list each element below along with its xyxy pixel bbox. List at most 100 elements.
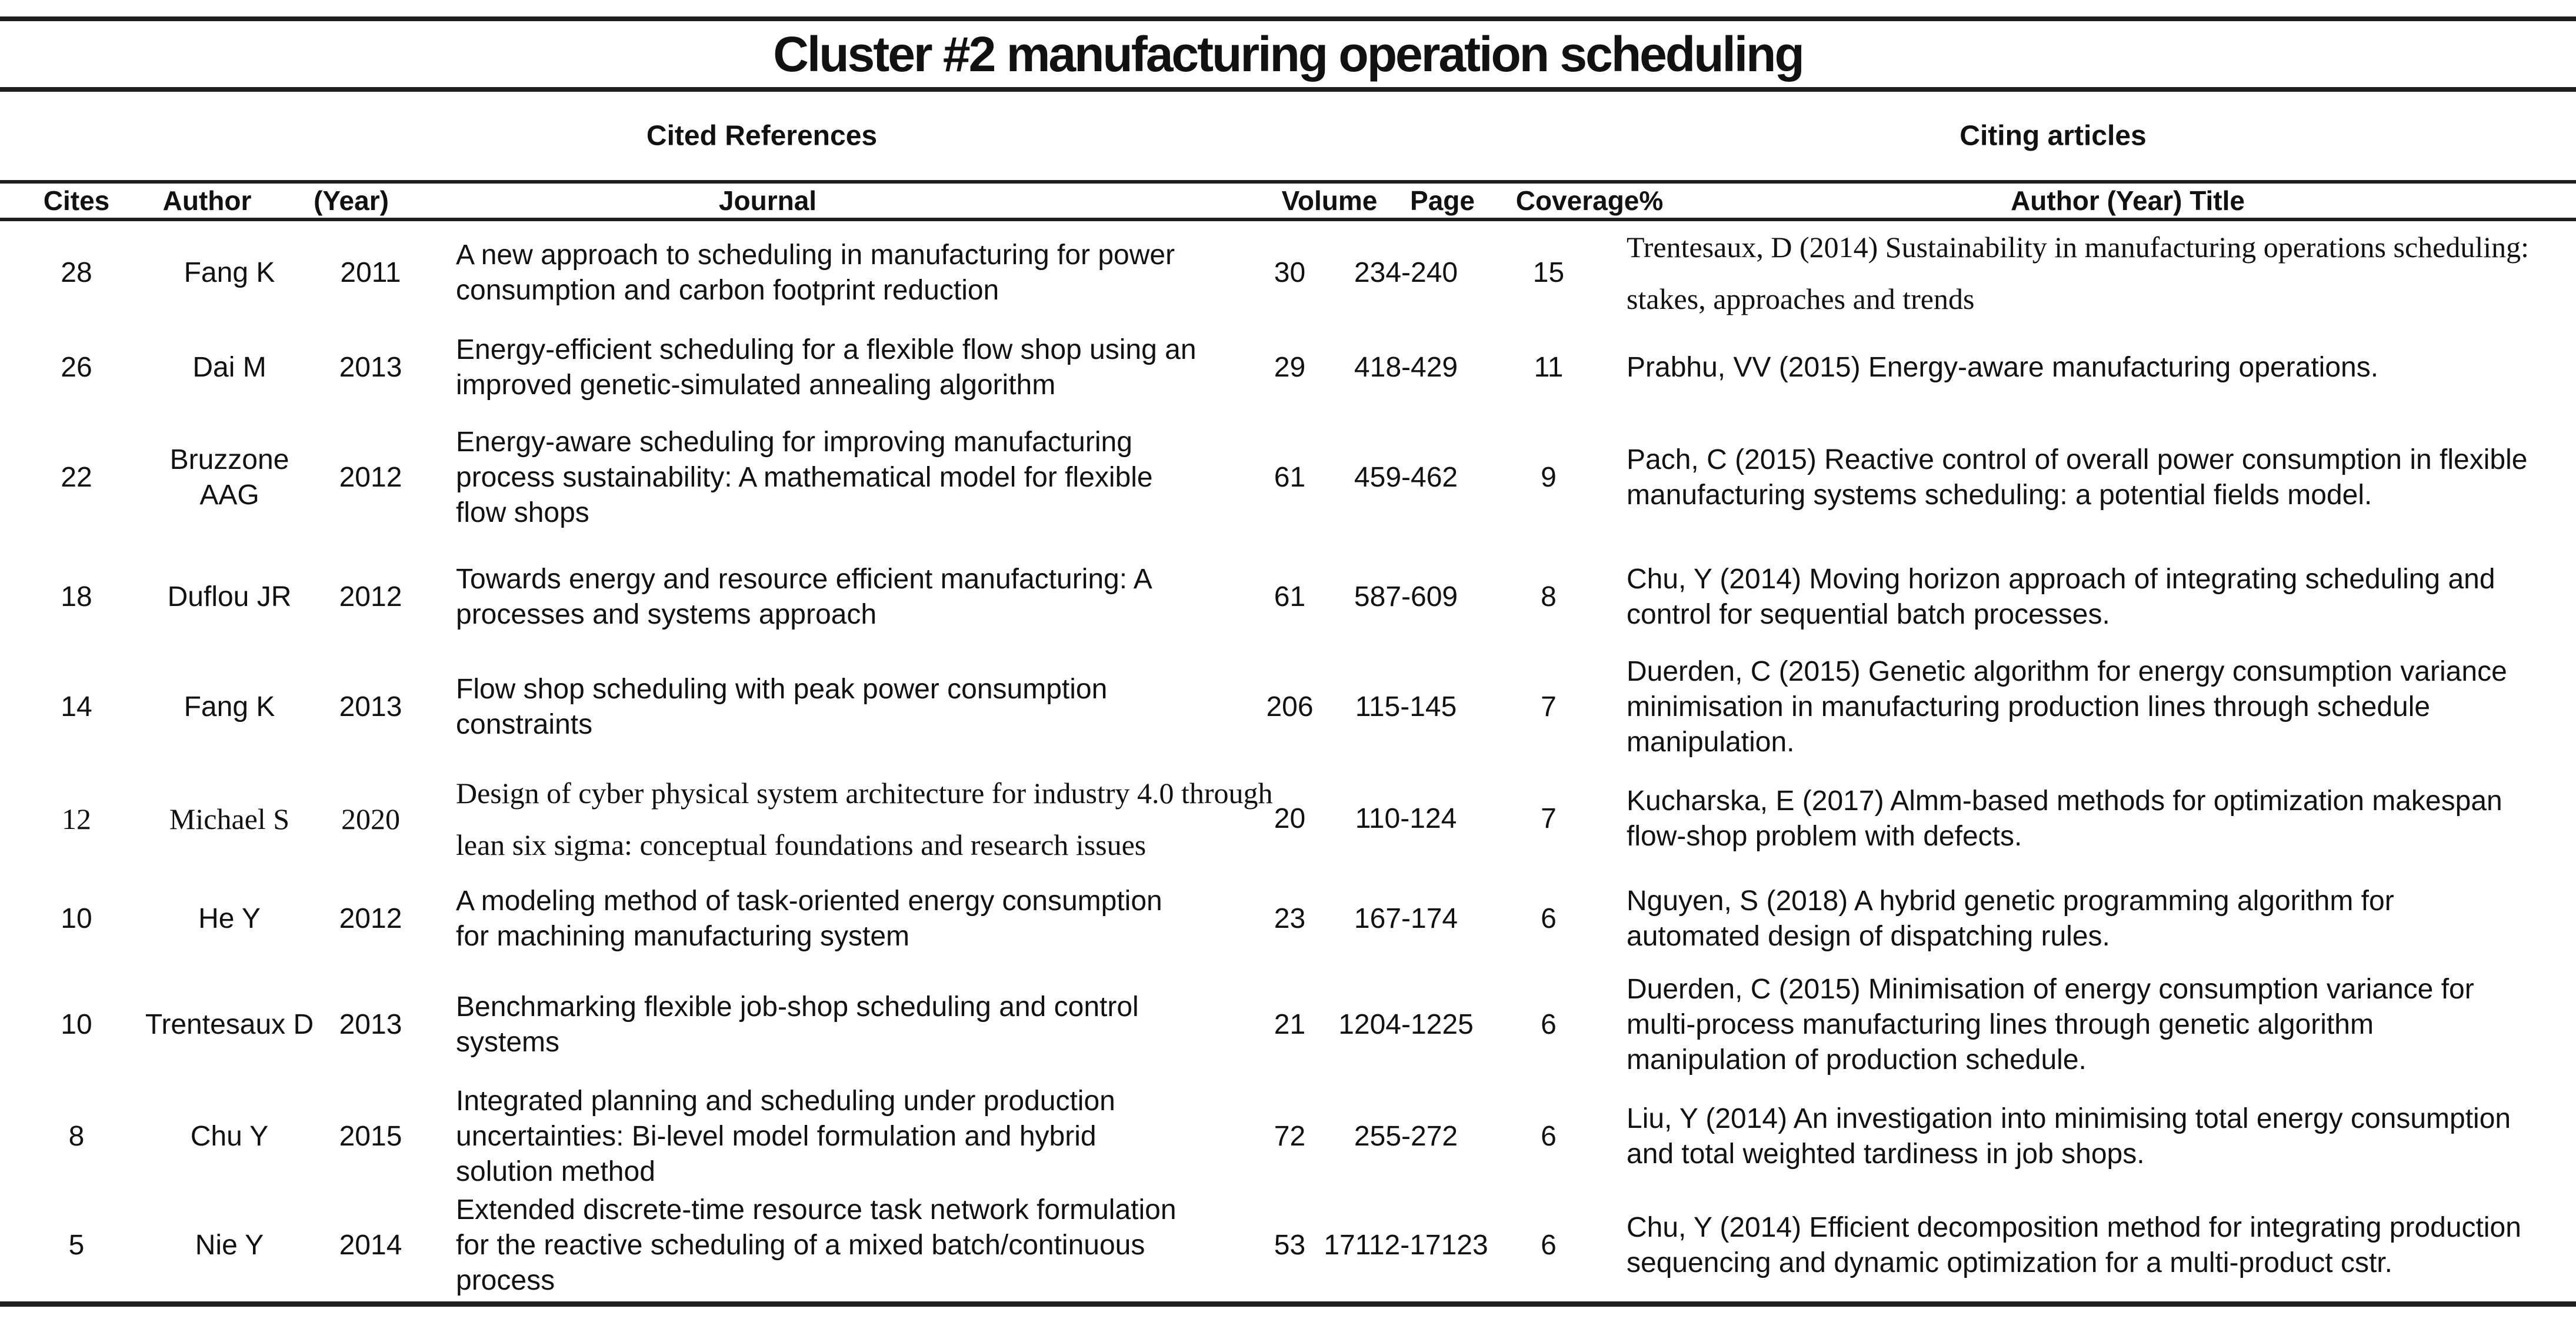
cell-cites: 14 bbox=[61, 691, 92, 722]
cell-coverage: 11 bbox=[1534, 351, 1564, 383]
cell-citing-article: Pach, C (2015) Reactive control of overa… bbox=[1627, 444, 2528, 511]
cell-coverage: 6 bbox=[1541, 1009, 1557, 1040]
cell-journal: Energy-aware scheduling for improving ma… bbox=[456, 427, 1153, 528]
cell-year: 2012 bbox=[339, 462, 402, 493]
column-header-year: (Year) bbox=[314, 185, 389, 216]
cell-author: Nie Y bbox=[195, 1230, 264, 1261]
cell-volume: 21 bbox=[1274, 1009, 1306, 1040]
table-row: 26 Dai M 2013 Energy-efficient schedulin… bbox=[0, 325, 2576, 410]
cell-citing-article: Duerden, C (2015) Minimisation of energy… bbox=[1627, 974, 2474, 1075]
cell-page: 418-429 bbox=[1354, 351, 1458, 383]
cell-year: 2013 bbox=[339, 351, 402, 383]
column-header-journal: Journal bbox=[718, 185, 817, 216]
table-row: 14 Fang K 2013 Flow shop scheduling with… bbox=[0, 648, 2576, 766]
cell-coverage: 7 bbox=[1541, 803, 1557, 834]
cell-journal: Flow shop scheduling with peak power con… bbox=[456, 674, 1108, 740]
column-header-page: Page bbox=[1410, 185, 1475, 216]
cell-author: He Y bbox=[198, 903, 261, 934]
cell-volume: 206 bbox=[1266, 691, 1314, 722]
cell-page: 587-609 bbox=[1354, 581, 1458, 612]
cell-cites: 28 bbox=[61, 257, 92, 288]
cell-author: Michael S bbox=[169, 802, 290, 835]
cell-year: 2015 bbox=[339, 1121, 402, 1152]
group-header-band: Cited References Citing articles bbox=[0, 92, 2576, 180]
table-row: 8 Chu Y 2015 Integrated planning and sch… bbox=[0, 1084, 2576, 1190]
cell-journal: Benchmarking flexible job-shop schedulin… bbox=[456, 991, 1139, 1058]
cell-cites: 18 bbox=[61, 581, 92, 612]
cell-page: 17112-17123 bbox=[1324, 1230, 1488, 1261]
column-header-cites: Cites bbox=[43, 185, 110, 216]
cell-cites: 5 bbox=[68, 1230, 85, 1261]
cell-volume: 20 bbox=[1274, 803, 1306, 834]
cell-page: 110-124 bbox=[1355, 803, 1457, 834]
table-row: 10 Trentesaux D 2013 Benchmarking flexib… bbox=[0, 966, 2576, 1084]
cell-citing-article: Liu, Y (2014) An investigation into mini… bbox=[1627, 1103, 2511, 1170]
cell-page: 255-272 bbox=[1354, 1121, 1458, 1152]
cell-author: Chu Y bbox=[190, 1121, 269, 1152]
cell-cites: 12 bbox=[62, 802, 91, 835]
title-band: Cluster #2 manufacturing operation sched… bbox=[0, 21, 2576, 87]
cell-page: 167-174 bbox=[1354, 903, 1458, 934]
cell-page: 459-462 bbox=[1354, 462, 1458, 493]
header-top-rule bbox=[0, 180, 2576, 184]
cell-year: 2014 bbox=[339, 1230, 402, 1261]
cell-year: 2013 bbox=[339, 1009, 402, 1040]
cell-year: 2011 bbox=[340, 257, 401, 288]
cell-citing-article: Nguyen, S (2018) A hybrid genetic progra… bbox=[1627, 885, 2394, 952]
cell-citing-article: Chu, Y (2014) Efficient decomposition me… bbox=[1627, 1212, 2521, 1278]
cell-coverage: 8 bbox=[1541, 581, 1557, 612]
cell-journal: Extended discrete-time resource task net… bbox=[456, 1194, 1177, 1296]
cell-year: 2012 bbox=[339, 903, 402, 934]
cell-coverage: 9 bbox=[1541, 462, 1557, 493]
cell-volume: 61 bbox=[1274, 462, 1306, 493]
cell-journal: A modeling method of task-oriented energ… bbox=[456, 885, 1162, 952]
cell-page: 234-240 bbox=[1354, 257, 1458, 288]
bottom-rule bbox=[0, 1301, 2576, 1307]
cell-coverage: 7 bbox=[1541, 691, 1557, 722]
cited-references-header: Cited References bbox=[646, 120, 878, 152]
title-rule bbox=[0, 87, 2576, 92]
cell-author: Duflou JR bbox=[167, 581, 292, 612]
cell-year: 2013 bbox=[339, 691, 402, 722]
cell-author: Bruzzone AAG bbox=[169, 444, 289, 511]
table-row: 5 Nie Y 2014 Extended discrete-time reso… bbox=[0, 1190, 2576, 1301]
cell-year: 2020 bbox=[341, 802, 400, 835]
table-row: 22 Bruzzone AAG 2012 Energy-aware schedu… bbox=[0, 410, 2576, 545]
cell-coverage: 6 bbox=[1541, 1230, 1557, 1261]
cell-volume: 23 bbox=[1274, 903, 1306, 934]
cell-cites: 22 bbox=[61, 462, 92, 493]
cell-volume: 72 bbox=[1274, 1121, 1306, 1152]
column-header-volume: Volume bbox=[1281, 185, 1378, 216]
cell-volume: 53 bbox=[1274, 1230, 1306, 1261]
cell-volume: 61 bbox=[1274, 581, 1306, 612]
header-bottom-rule bbox=[0, 218, 2576, 221]
cell-cites: 10 bbox=[61, 903, 92, 934]
cell-cites: 8 bbox=[68, 1121, 85, 1152]
column-header-row: Cites Author (Year) Journal Volume Page … bbox=[0, 184, 2576, 218]
cell-page: 1204-1225 bbox=[1338, 1009, 1474, 1040]
column-header-coverage: Coverage% bbox=[1515, 185, 1664, 216]
column-header-citing-title: Author (Year) Title bbox=[2011, 185, 2245, 216]
cell-coverage: 6 bbox=[1541, 903, 1557, 934]
cell-volume: 30 bbox=[1274, 257, 1306, 288]
cell-citing-article: Trentesaux, D (2014) Sustainability in m… bbox=[1627, 231, 2530, 315]
page-title: Cluster #2 manufacturing operation sched… bbox=[773, 26, 1805, 82]
table-row: 10 He Y 2012 A modeling method of task-o… bbox=[0, 872, 2576, 966]
cell-author: Fang K bbox=[184, 691, 275, 722]
cell-volume: 29 bbox=[1274, 351, 1306, 383]
column-header-author: Author bbox=[162, 185, 252, 216]
cell-journal: A new approach to scheduling in manufact… bbox=[456, 239, 1175, 306]
cell-citing-article: Chu, Y (2014) Moving horizon approach of… bbox=[1627, 563, 2495, 630]
cell-coverage: 6 bbox=[1541, 1121, 1557, 1152]
cell-author: Fang K bbox=[184, 257, 275, 288]
cell-journal: Towards energy and resource efficient ma… bbox=[456, 563, 1152, 630]
cell-coverage: 15 bbox=[1532, 257, 1565, 288]
table-row: 18 Duflou JR 2012 Towards energy and res… bbox=[0, 545, 2576, 648]
cell-year: 2012 bbox=[339, 581, 402, 612]
cell-journal: Design of cyber physical system architec… bbox=[456, 777, 1273, 861]
top-rule bbox=[0, 16, 2576, 21]
cell-author: Dai M bbox=[192, 351, 266, 383]
table-row: 12 Michael S 2020 Design of cyber physic… bbox=[0, 766, 2576, 872]
cell-citing-article: Prabhu, VV (2015) Energy-aware manufactu… bbox=[1627, 351, 2379, 383]
